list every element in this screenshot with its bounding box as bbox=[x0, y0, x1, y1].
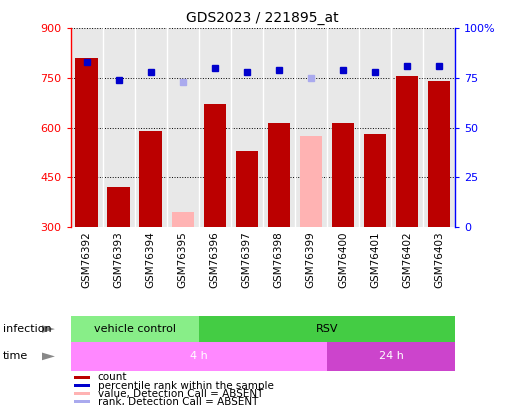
Bar bbox=[75, 58, 98, 227]
Bar bbox=[235, 151, 258, 227]
Text: GSM76402: GSM76402 bbox=[402, 231, 412, 288]
Bar bbox=[300, 136, 322, 227]
Text: count: count bbox=[97, 373, 127, 382]
Bar bbox=[268, 123, 290, 227]
Text: GSM76392: GSM76392 bbox=[82, 231, 92, 288]
Bar bbox=[172, 212, 194, 227]
Text: vehicle control: vehicle control bbox=[94, 324, 176, 334]
Bar bbox=[199, 316, 455, 342]
Bar bbox=[428, 81, 450, 227]
Bar bbox=[140, 131, 162, 227]
Bar bbox=[74, 384, 90, 387]
Bar bbox=[71, 342, 327, 371]
Text: GSM76401: GSM76401 bbox=[370, 231, 380, 288]
Text: GSM76398: GSM76398 bbox=[274, 231, 284, 288]
Text: 24 h: 24 h bbox=[379, 352, 403, 361]
Text: infection: infection bbox=[3, 324, 51, 334]
Text: GSM76403: GSM76403 bbox=[434, 231, 444, 288]
Text: time: time bbox=[3, 352, 28, 361]
Text: GSM76393: GSM76393 bbox=[113, 231, 123, 288]
Text: GSM76399: GSM76399 bbox=[306, 231, 316, 288]
Text: RSV: RSV bbox=[315, 324, 338, 334]
Bar bbox=[71, 316, 199, 342]
Text: GSM76394: GSM76394 bbox=[146, 231, 156, 288]
Text: GSM76400: GSM76400 bbox=[338, 231, 348, 288]
Bar bbox=[327, 342, 455, 371]
Bar bbox=[74, 401, 90, 403]
Polygon shape bbox=[42, 352, 55, 360]
Text: value, Detection Call = ABSENT: value, Detection Call = ABSENT bbox=[97, 389, 263, 399]
Text: GSM76397: GSM76397 bbox=[242, 231, 252, 288]
Bar bbox=[74, 376, 90, 379]
Title: GDS2023 / 221895_at: GDS2023 / 221895_at bbox=[187, 11, 339, 25]
Text: 4 h: 4 h bbox=[190, 352, 208, 361]
Bar bbox=[203, 104, 226, 227]
Bar bbox=[74, 392, 90, 395]
Bar bbox=[396, 76, 418, 227]
Bar bbox=[332, 123, 354, 227]
Text: percentile rank within the sample: percentile rank within the sample bbox=[97, 381, 274, 390]
Bar bbox=[363, 134, 386, 227]
Bar bbox=[107, 187, 130, 227]
Text: GSM76395: GSM76395 bbox=[178, 231, 188, 288]
Text: rank, Detection Call = ABSENT: rank, Detection Call = ABSENT bbox=[97, 397, 258, 405]
Text: GSM76396: GSM76396 bbox=[210, 231, 220, 288]
Polygon shape bbox=[42, 325, 55, 333]
